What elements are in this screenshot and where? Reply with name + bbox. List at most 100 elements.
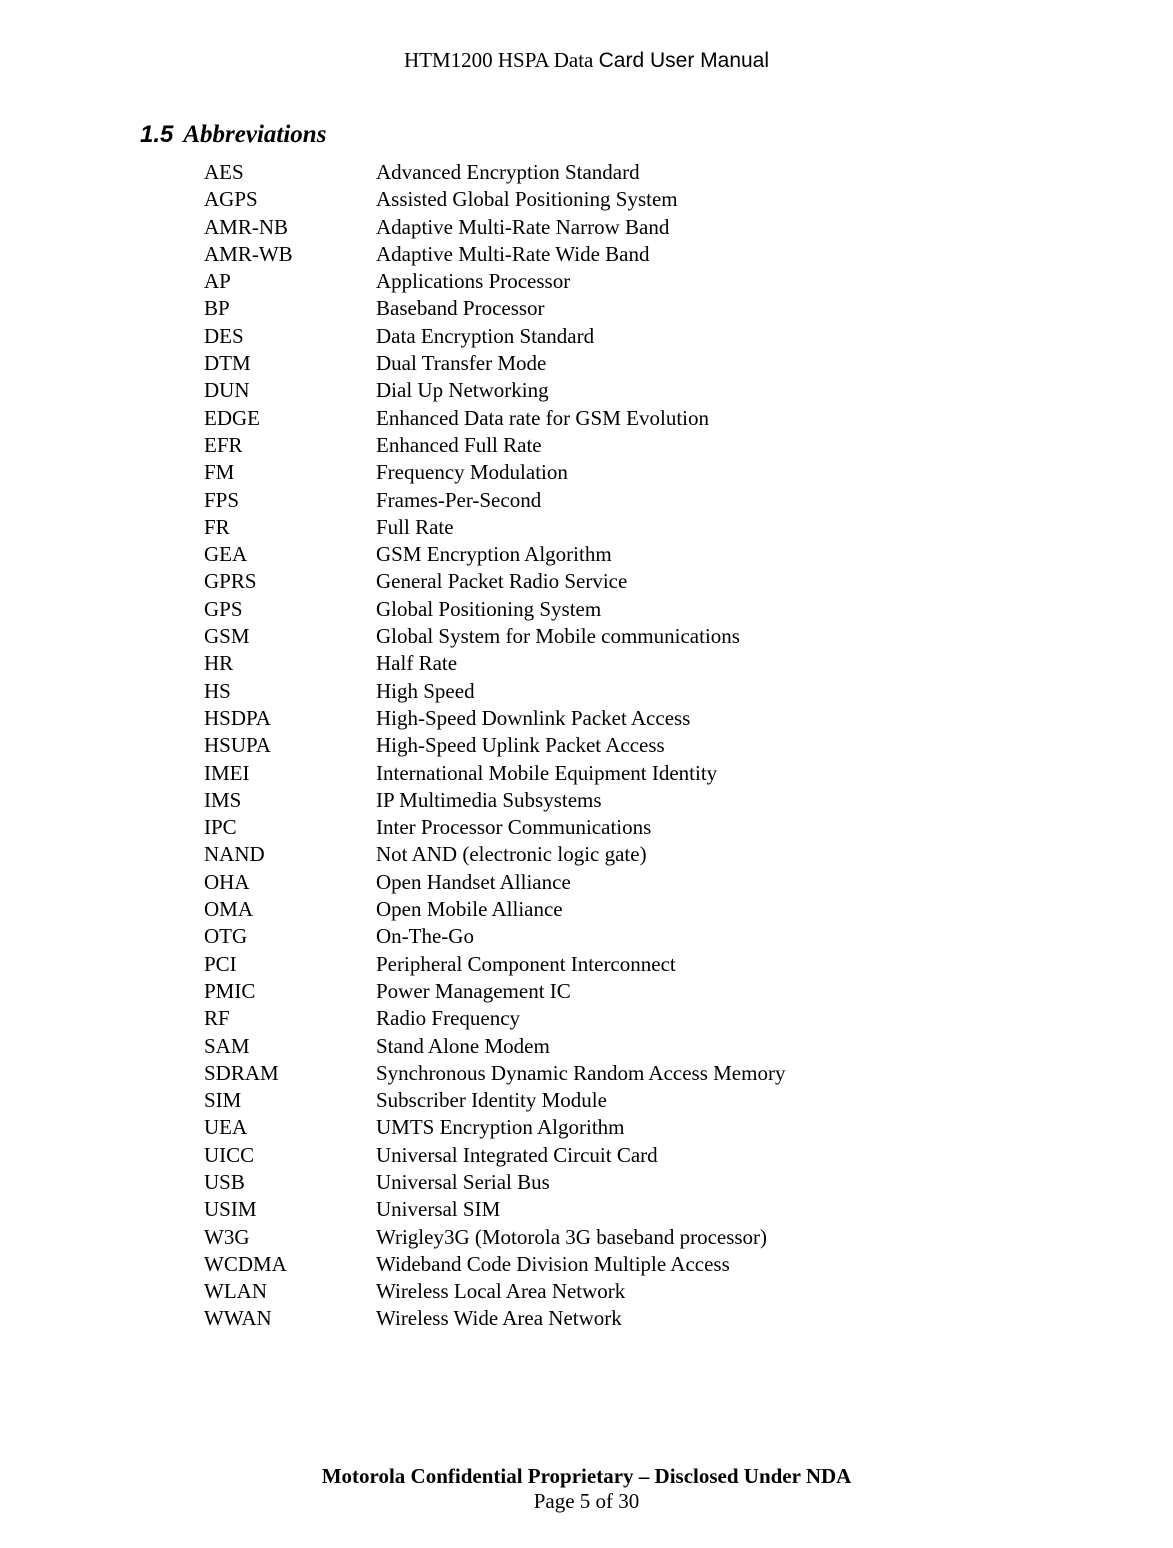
abbr-definition: Advanced Encryption Standard	[376, 159, 1033, 186]
footer-confidential: Motorola Confidential Proprietary – Disc…	[0, 1464, 1173, 1489]
abbr-term: OMA	[204, 896, 376, 923]
abbr-row: DESData Encryption Standard	[204, 323, 1033, 350]
abbr-row: IMEIInternational Mobile Equipment Ident…	[204, 760, 1033, 787]
abbr-row: AMR-NBAdaptive Multi-Rate Narrow Band	[204, 214, 1033, 241]
abbr-definition: Frames-Per-Second	[376, 487, 1033, 514]
abbr-row: SDRAMSynchronous Dynamic Random Access M…	[204, 1060, 1033, 1087]
abbr-definition: Stand Alone Modem	[376, 1033, 1033, 1060]
abbr-term: WWAN	[204, 1305, 376, 1332]
abbr-row: SIMSubscriber Identity Module	[204, 1087, 1033, 1114]
abbr-term: DUN	[204, 377, 376, 404]
abbr-definition: Data Encryption Standard	[376, 323, 1033, 350]
abbr-term: SDRAM	[204, 1060, 376, 1087]
abbr-term: GPS	[204, 596, 376, 623]
abbr-term: NAND	[204, 841, 376, 868]
abbr-definition: Open Handset Alliance	[376, 869, 1033, 896]
running-head-serif: HTM1200 HSPA Data	[404, 48, 599, 72]
abbr-row: EDGEEnhanced Data rate for GSM Evolution	[204, 405, 1033, 432]
abbr-term: IMS	[204, 787, 376, 814]
abbr-term: UICC	[204, 1142, 376, 1169]
abbr-definition: Global Positioning System	[376, 596, 1033, 623]
abbr-definition: Adaptive Multi-Rate Wide Band	[376, 241, 1033, 268]
abbr-definition: Subscriber Identity Module	[376, 1087, 1033, 1114]
abbr-term: IPC	[204, 814, 376, 841]
abbr-definition: Radio Frequency	[376, 1005, 1033, 1032]
abbr-definition: High Speed	[376, 678, 1033, 705]
abbr-term: DTM	[204, 350, 376, 377]
abbr-definition: Power Management IC	[376, 978, 1033, 1005]
abbr-row: WCDMAWideband Code Division Multiple Acc…	[204, 1251, 1033, 1278]
running-head: HTM1200 HSPA Data Card User Manual	[140, 48, 1033, 73]
abbreviations-list: AESAdvanced Encryption StandardAGPSAssis…	[204, 159, 1033, 1333]
abbr-term: FPS	[204, 487, 376, 514]
abbr-term: WCDMA	[204, 1251, 376, 1278]
abbr-term: GEA	[204, 541, 376, 568]
abbr-row: AMR-WBAdaptive Multi-Rate Wide Band	[204, 241, 1033, 268]
section-number: 1.5	[140, 121, 173, 149]
abbr-definition: Universal SIM	[376, 1196, 1033, 1223]
abbr-term: IMEI	[204, 760, 376, 787]
abbr-term: HR	[204, 650, 376, 677]
abbr-row: AESAdvanced Encryption Standard	[204, 159, 1033, 186]
abbr-term: FR	[204, 514, 376, 541]
abbr-term: OHA	[204, 869, 376, 896]
abbr-definition: Dial Up Networking	[376, 377, 1033, 404]
abbr-row: SAMStand Alone Modem	[204, 1033, 1033, 1060]
abbr-row: RFRadio Frequency	[204, 1005, 1033, 1032]
abbr-row: HSDPAHigh-Speed Downlink Packet Access	[204, 705, 1033, 732]
abbr-row: OHAOpen Handset Alliance	[204, 869, 1033, 896]
abbr-term: HS	[204, 678, 376, 705]
abbr-definition: Universal Integrated Circuit Card	[376, 1142, 1033, 1169]
abbr-term: AMR-NB	[204, 214, 376, 241]
abbr-definition: IP Multimedia Subsystems	[376, 787, 1033, 814]
abbr-row: HSUPAHigh-Speed Uplink Packet Access	[204, 732, 1033, 759]
abbr-row: USIMUniversal SIM	[204, 1196, 1033, 1223]
abbr-definition: Not AND (electronic logic gate)	[376, 841, 1033, 868]
abbr-row: PCIPeripheral Component Interconnect	[204, 951, 1033, 978]
abbr-definition: Open Mobile Alliance	[376, 896, 1033, 923]
abbr-term: SAM	[204, 1033, 376, 1060]
abbr-definition: Inter Processor Communications	[376, 814, 1033, 841]
abbr-term: BP	[204, 295, 376, 322]
abbr-row: OTGOn-The-Go	[204, 923, 1033, 950]
abbr-definition: General Packet Radio Service	[376, 568, 1033, 595]
abbr-definition: Assisted Global Positioning System	[376, 186, 1033, 213]
abbr-term: HSUPA	[204, 732, 376, 759]
abbr-row: IPCInter Processor Communications	[204, 814, 1033, 841]
abbr-row: PMICPower Management IC	[204, 978, 1033, 1005]
abbr-row: UEAUMTS Encryption Algorithm	[204, 1114, 1033, 1141]
abbr-row: GEAGSM Encryption Algorithm	[204, 541, 1033, 568]
abbr-term: AMR-WB	[204, 241, 376, 268]
section-title: Abbreviations	[183, 121, 326, 149]
page-footer: Motorola Confidential Proprietary – Disc…	[0, 1464, 1173, 1514]
abbr-definition: Applications Processor	[376, 268, 1033, 295]
abbr-term: PCI	[204, 951, 376, 978]
abbr-row: APApplications Processor	[204, 268, 1033, 295]
abbr-term: SIM	[204, 1087, 376, 1114]
abbr-definition: Wrigley3G (Motorola 3G baseband processo…	[376, 1224, 1033, 1251]
abbr-term: RF	[204, 1005, 376, 1032]
abbr-definition: Frequency Modulation	[376, 459, 1033, 486]
abbr-row: FPSFrames-Per-Second	[204, 487, 1033, 514]
abbr-definition: Universal Serial Bus	[376, 1169, 1033, 1196]
abbr-row: EFREnhanced Full Rate	[204, 432, 1033, 459]
abbr-definition: Wideband Code Division Multiple Access	[376, 1251, 1033, 1278]
abbr-row: W3GWrigley3G (Motorola 3G baseband proce…	[204, 1224, 1033, 1251]
abbr-term: AGPS	[204, 186, 376, 213]
abbr-term: AES	[204, 159, 376, 186]
abbr-row: NANDNot AND (electronic logic gate)	[204, 841, 1033, 868]
abbr-definition: Enhanced Full Rate	[376, 432, 1033, 459]
abbr-definition: Dual Transfer Mode	[376, 350, 1033, 377]
abbr-term: WLAN	[204, 1278, 376, 1305]
abbr-row: IMSIP Multimedia Subsystems	[204, 787, 1033, 814]
abbr-definition: Global System for Mobile communications	[376, 623, 1033, 650]
abbr-term: EFR	[204, 432, 376, 459]
abbr-term: USB	[204, 1169, 376, 1196]
abbr-definition: Synchronous Dynamic Random Access Memory	[376, 1060, 1033, 1087]
abbr-term: EDGE	[204, 405, 376, 432]
abbr-row: OMAOpen Mobile Alliance	[204, 896, 1033, 923]
section-heading: 1.5 Abbreviations	[140, 121, 1033, 149]
abbr-definition: High-Speed Downlink Packet Access	[376, 705, 1033, 732]
abbr-term: USIM	[204, 1196, 376, 1223]
abbr-definition: High-Speed Uplink Packet Access	[376, 732, 1033, 759]
